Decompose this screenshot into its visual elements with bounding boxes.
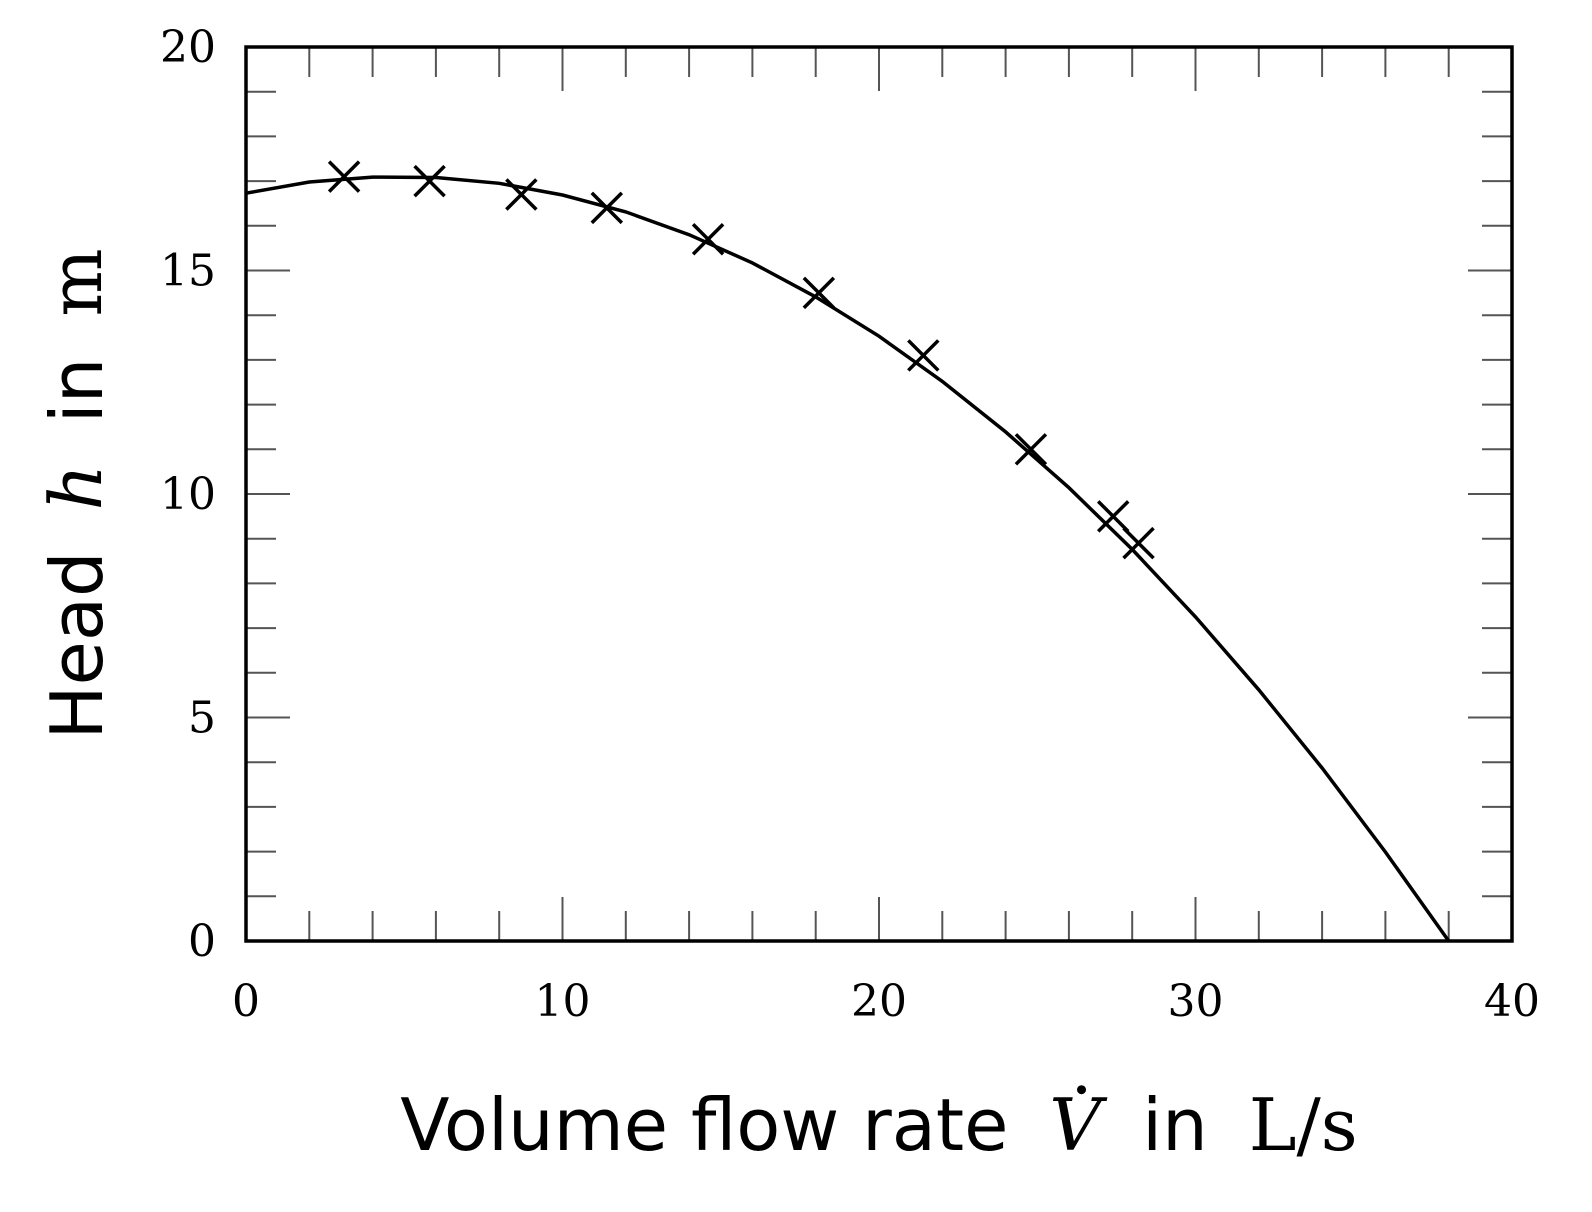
- data-marker-stroke-b: [327, 160, 361, 193]
- data-marker: [590, 191, 624, 225]
- plot-frame: [244, 45, 1514, 943]
- data-marker: [1122, 526, 1155, 560]
- y-tick-label: 5: [188, 693, 216, 744]
- fit-curve: [246, 175, 1451, 941]
- data-marker-stroke-b: [1122, 526, 1155, 560]
- data-marker: [691, 222, 725, 256]
- data-marker-stroke-b: [590, 191, 624, 225]
- y-axis-connector: in: [35, 358, 119, 424]
- data-marker: [327, 160, 361, 193]
- major-ticks: [246, 47, 1512, 941]
- fit-curve-layer: [246, 175, 1451, 941]
- data-marker: [1014, 433, 1048, 466]
- x-tick-label: 30: [1168, 976, 1224, 1027]
- y-tick-label: 15: [160, 246, 216, 297]
- y-axis-unit: m: [34, 248, 118, 316]
- minor-ticks: [246, 47, 1512, 941]
- y-tick-label: 0: [188, 916, 216, 967]
- data-marker-stroke-b: [1096, 500, 1130, 533]
- x-axis-connector: in: [1142, 1083, 1208, 1167]
- y-axis-title: Head h in m: [34, 248, 119, 739]
- x-axis-title: Volume flow rate V in L/s: [400, 1083, 1357, 1167]
- data-marker: [1096, 500, 1130, 533]
- x-tick-label: 20: [851, 976, 907, 1027]
- data-marker: [802, 276, 836, 310]
- data-marker-stroke-b: [802, 276, 836, 310]
- data-marker: [505, 178, 538, 211]
- data-marker-stroke-b: [505, 178, 538, 211]
- x-tick-label: 40: [1484, 976, 1540, 1027]
- y-axis-symbol: h: [34, 464, 118, 510]
- y-tick-label: 10: [160, 469, 216, 520]
- y-tick-label: 20: [160, 22, 216, 73]
- x-axis-unit: L/s: [1249, 1083, 1358, 1167]
- measurement-markers: [327, 160, 1155, 560]
- x-tick-label: 10: [535, 976, 591, 1027]
- x-tick-label: 0: [232, 976, 260, 1027]
- x-tick-labels: 0 10 20 30 40: [232, 976, 1540, 1027]
- data-marker-stroke-b: [907, 339, 940, 372]
- data-marker-stroke-b: [1014, 433, 1048, 466]
- y-axis-title-text: Head: [35, 551, 119, 739]
- x-axis-title-text: Volume flow rate: [400, 1083, 1008, 1167]
- data-marker: [907, 339, 940, 372]
- data-marker-stroke-b: [691, 222, 725, 256]
- data-marker-stroke-b: [413, 164, 446, 198]
- x-axis-symbol: V: [1049, 1083, 1108, 1167]
- x-axis-symbol-dot: [1077, 1085, 1087, 1095]
- y-tick-labels: 0 5 10 15 20: [160, 22, 216, 967]
- data-marker: [413, 164, 446, 198]
